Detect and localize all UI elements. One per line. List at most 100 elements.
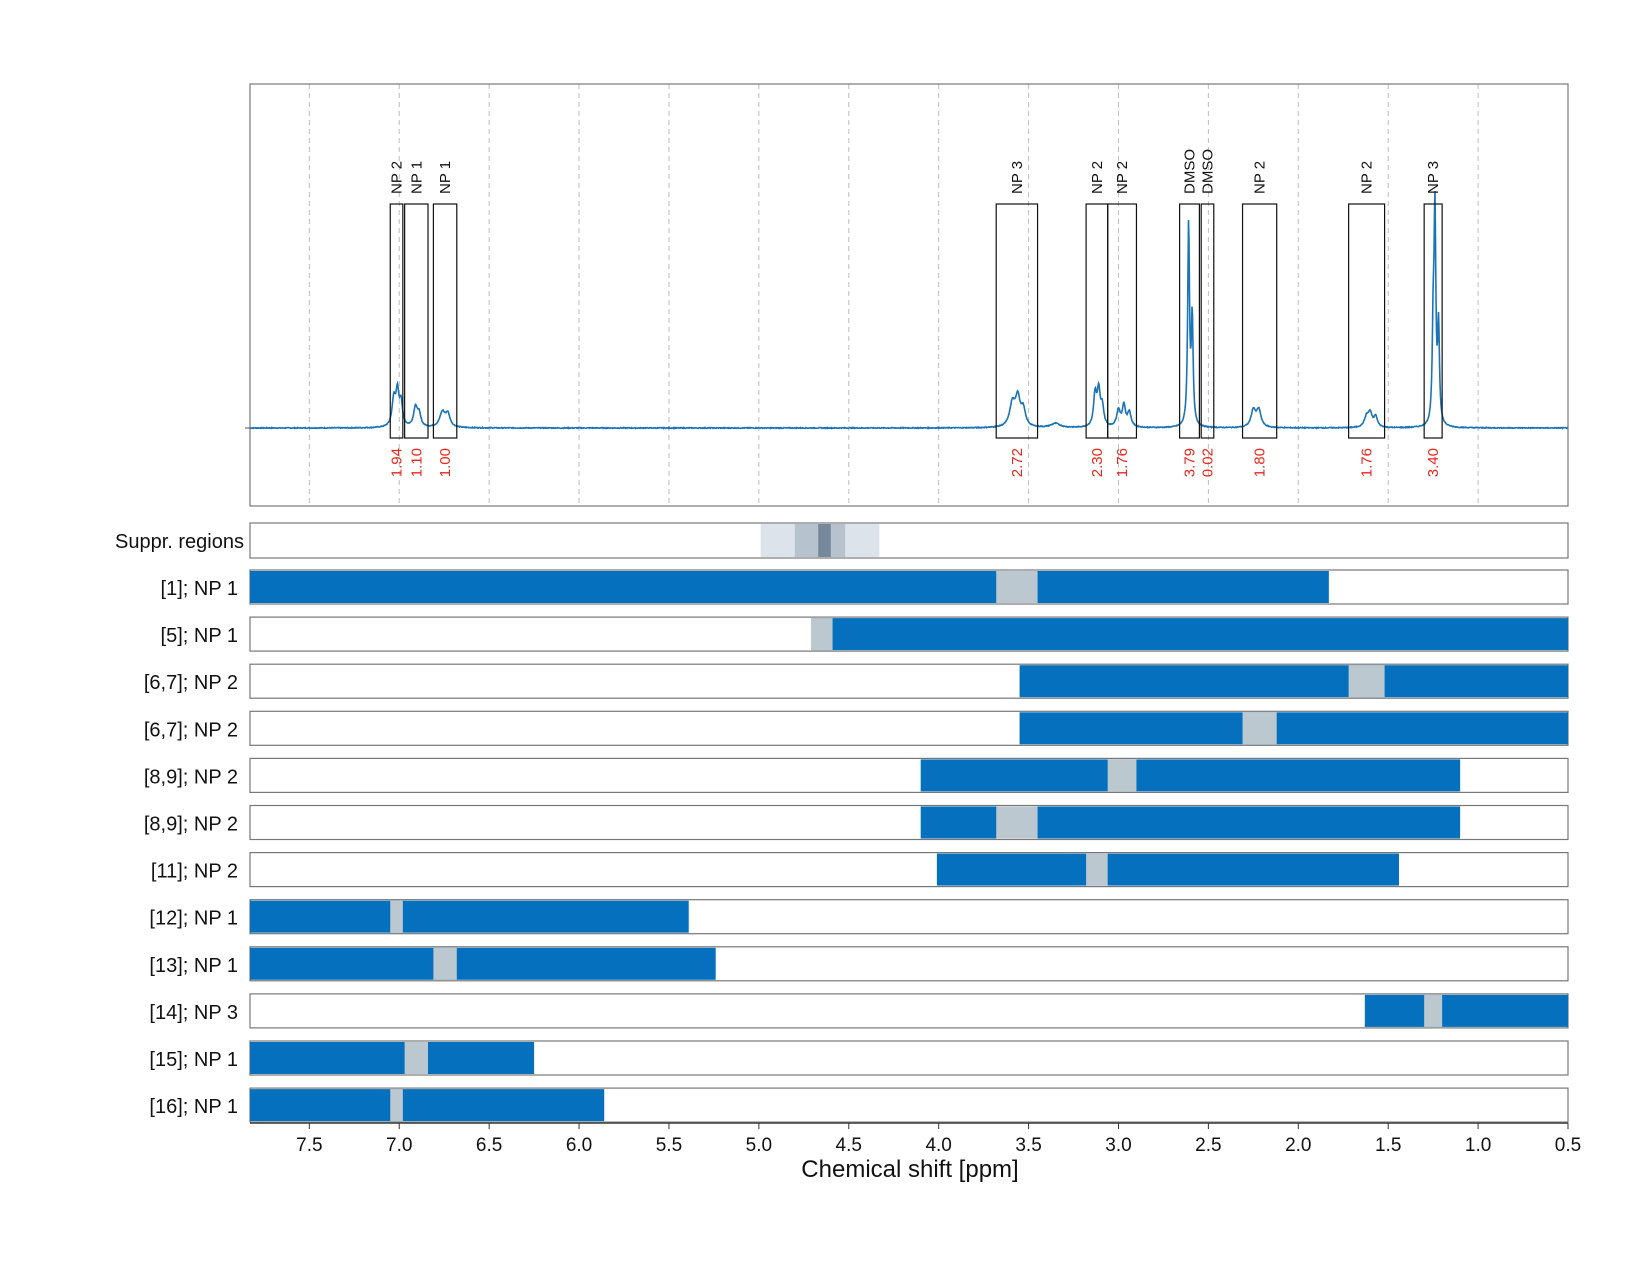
peak-regions: NP 2 1.94 NP 1 1.10 NP 1 1.00 NP 3 2.72 NP 2 2.30… bbox=[389, 149, 1443, 477]
peak-region-label: NP 3 bbox=[1425, 161, 1442, 194]
peak-region-box bbox=[1423, 203, 1443, 439]
suppression-row-label: Suppr. regions bbox=[115, 531, 244, 553]
row-bar bbox=[250, 900, 689, 933]
x-tick-label: 4.0 bbox=[925, 1135, 951, 1156]
peak-region-box bbox=[1107, 203, 1138, 439]
x-tick-label: 1.0 bbox=[1465, 1135, 1491, 1156]
row-label: [13]; NP 1 bbox=[149, 955, 238, 977]
row-highlight bbox=[1086, 853, 1108, 886]
peak-region-label: DMSO bbox=[1182, 149, 1199, 194]
x-tick-label: 3.0 bbox=[1105, 1135, 1131, 1156]
peak-region-box bbox=[1348, 203, 1386, 439]
assignment-row: [1]; NP 1 bbox=[161, 569, 1569, 605]
row-bar bbox=[936, 853, 1399, 886]
row-highlight bbox=[1348, 665, 1385, 698]
assignment-row: [13]; NP 1 bbox=[149, 946, 1569, 982]
assignment-row: [11]; NP 2 bbox=[151, 851, 1569, 888]
x-tick-label: 6.5 bbox=[476, 1135, 502, 1156]
assignment-row: [15]; NP 1 bbox=[149, 1040, 1569, 1076]
peak-integral-label: 2.72 bbox=[1009, 448, 1026, 477]
row-label: [12]; NP 1 bbox=[149, 908, 238, 930]
row-bar bbox=[1019, 712, 1568, 745]
row-bar bbox=[811, 618, 1568, 651]
row-label: [11]; NP 2 bbox=[151, 861, 238, 883]
x-tick-label: 7.0 bbox=[386, 1135, 412, 1156]
peak-region-box bbox=[1179, 203, 1200, 439]
x-tick-label: 2.5 bbox=[1195, 1135, 1221, 1156]
peak-region-box bbox=[1200, 203, 1215, 439]
x-tick-label: 1.5 bbox=[1375, 1135, 1401, 1156]
row-label: [8,9]; NP 2 bbox=[144, 814, 238, 836]
peak-region-label: NP 1 bbox=[437, 161, 454, 194]
spectrum-line bbox=[249, 190, 1569, 430]
peak-integral-label: 2.30 bbox=[1089, 448, 1106, 477]
x-axis-title: Chemical shift [ppm] bbox=[801, 1156, 1018, 1183]
x-tick-label: 2.0 bbox=[1285, 1135, 1311, 1156]
x-tick-label: 5.5 bbox=[656, 1135, 682, 1156]
row-highlight bbox=[390, 900, 403, 933]
peak-integral-label: 0.02 bbox=[1199, 448, 1216, 477]
peak-region-box bbox=[995, 203, 1039, 439]
peak-integral-label: 1.76 bbox=[1114, 448, 1131, 477]
row-highlight bbox=[1107, 759, 1137, 792]
row-label: [15]; NP 1 bbox=[149, 1049, 238, 1071]
row-bar bbox=[250, 947, 716, 980]
assignment-row: [14]; NP 3 bbox=[149, 993, 1569, 1029]
x-tick-label: 6.0 bbox=[566, 1135, 592, 1156]
row-highlight bbox=[811, 618, 833, 651]
row-label: [1]; NP 1 bbox=[161, 578, 238, 600]
peak-integral-label: 1.94 bbox=[389, 448, 406, 477]
assignment-row: [6,7]; NP 2 bbox=[144, 710, 1569, 746]
x-tick-label: 5.0 bbox=[746, 1135, 772, 1156]
row-label: [16]; NP 1 bbox=[149, 1096, 238, 1118]
row-highlight bbox=[404, 1042, 429, 1074]
peak-region-label: NP 3 bbox=[1009, 161, 1026, 194]
peak-region-label: NP 2 bbox=[1089, 161, 1106, 194]
peak-region-box bbox=[1085, 203, 1109, 439]
row-label: [14]; NP 3 bbox=[149, 1002, 238, 1024]
assignment-rows: [1]; NP 1 [5]; NP 1 [6,7]; NP 2 [6,7]; NP 2… bbox=[144, 569, 1569, 1123]
assignment-row: [16]; NP 1 bbox=[149, 1087, 1569, 1123]
peak-region-label: NP 2 bbox=[389, 161, 406, 194]
peak-region-label: NP 2 bbox=[1252, 161, 1269, 194]
row-bar bbox=[250, 571, 1329, 603]
spectrum-panel bbox=[245, 83, 1569, 507]
row-bar bbox=[1364, 994, 1568, 1027]
row-bar bbox=[250, 1089, 605, 1122]
peak-region-box bbox=[432, 203, 458, 439]
x-tick-label: 4.5 bbox=[836, 1135, 862, 1156]
x-tick-label: 7.5 bbox=[296, 1135, 322, 1156]
assignment-row: [5]; NP 1 bbox=[161, 616, 1569, 652]
peak-region-label: NP 2 bbox=[1359, 161, 1376, 194]
peak-integral-label: 1.80 bbox=[1252, 448, 1269, 477]
peak-integral-label: 3.40 bbox=[1425, 448, 1442, 477]
peak-region-label: NP 2 bbox=[1114, 161, 1131, 194]
peak-region-label: NP 1 bbox=[408, 161, 425, 194]
row-highlight bbox=[996, 806, 1038, 839]
peak-integral-label: 1.00 bbox=[437, 448, 454, 477]
grid-lines bbox=[308, 84, 1479, 506]
x-tick-label: 0.5 bbox=[1555, 1135, 1581, 1156]
peak-integral-label: 3.79 bbox=[1182, 448, 1199, 477]
assignment-row: [8,9]; NP 2 bbox=[144, 804, 1569, 841]
suppression-band bbox=[818, 524, 831, 557]
row-highlight bbox=[390, 1089, 403, 1122]
peak-region-box bbox=[389, 203, 404, 439]
row-label: [6,7]; NP 2 bbox=[144, 672, 238, 694]
suppression-frame bbox=[249, 522, 1569, 559]
peak-integral-label: 1.10 bbox=[408, 448, 425, 477]
row-label: [5]; NP 1 bbox=[161, 625, 238, 647]
peak-integral-label: 1.76 bbox=[1359, 448, 1376, 477]
peak-region-box bbox=[1241, 203, 1278, 439]
spectrum-frame bbox=[249, 83, 1569, 507]
x-axis: 7.5 7.0 6.5 6.0 5.5 5.0 4.5 4.0 3.5 3.0 2.5 2.0 1.5 1… bbox=[250, 1122, 1581, 1156]
row-highlight bbox=[996, 571, 1038, 603]
suppression-row: Suppr. regions bbox=[115, 522, 1569, 559]
row-bar bbox=[920, 759, 1461, 792]
assignment-row: [8,9]; NP 2 bbox=[144, 757, 1569, 794]
row-frame bbox=[249, 993, 1569, 1029]
row-highlight bbox=[433, 947, 457, 980]
row-bar bbox=[1019, 665, 1568, 698]
assignment-row: [12]; NP 1 bbox=[149, 899, 1569, 935]
